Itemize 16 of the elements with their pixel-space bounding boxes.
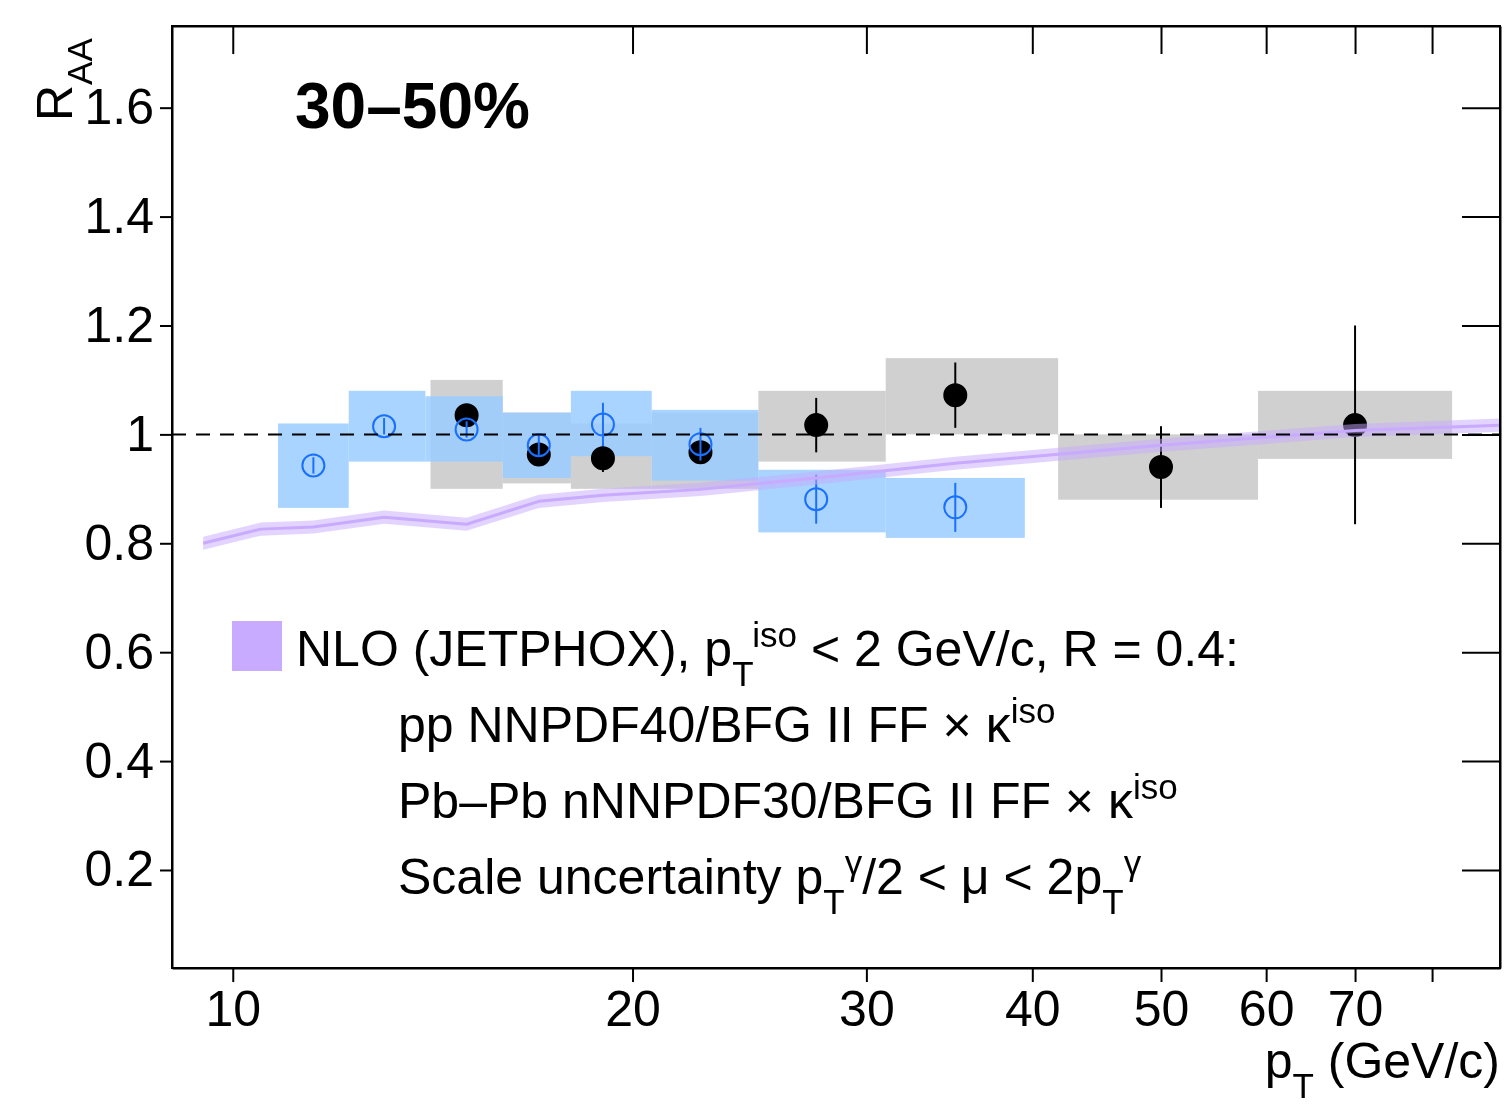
y-tick-label: 1 xyxy=(126,405,154,462)
x-tick-label: 30 xyxy=(839,980,895,1037)
y-tick-label: 0.6 xyxy=(84,623,154,680)
x-tick-label: 40 xyxy=(1004,980,1061,1037)
x-tick-label: 50 xyxy=(1133,980,1190,1037)
legend-label: NLO (JETPHOX), p$_{T}$$^{iso}$ < 2 GeV/c, R = 0.4: xyxy=(296,614,1239,693)
y-tick-label: 1.2 xyxy=(84,296,154,353)
x-tick-label: 20 xyxy=(605,980,661,1037)
annotation: pp NNPDF40/BFG II FF × κ$^{iso}$ xyxy=(398,690,1056,753)
y-tick-label: 0.2 xyxy=(84,841,154,898)
y-tick-label: 1.4 xyxy=(84,188,154,245)
y-tick-label: 0.4 xyxy=(84,732,154,789)
annotation: Pb–Pb nNNPDF30/BFG II FF × κ$^{iso}$ xyxy=(398,766,1178,829)
y-tick-label: 0.8 xyxy=(84,514,154,571)
x-tick-label: 10 xyxy=(205,980,262,1037)
annotation: 30–50% xyxy=(295,70,530,142)
